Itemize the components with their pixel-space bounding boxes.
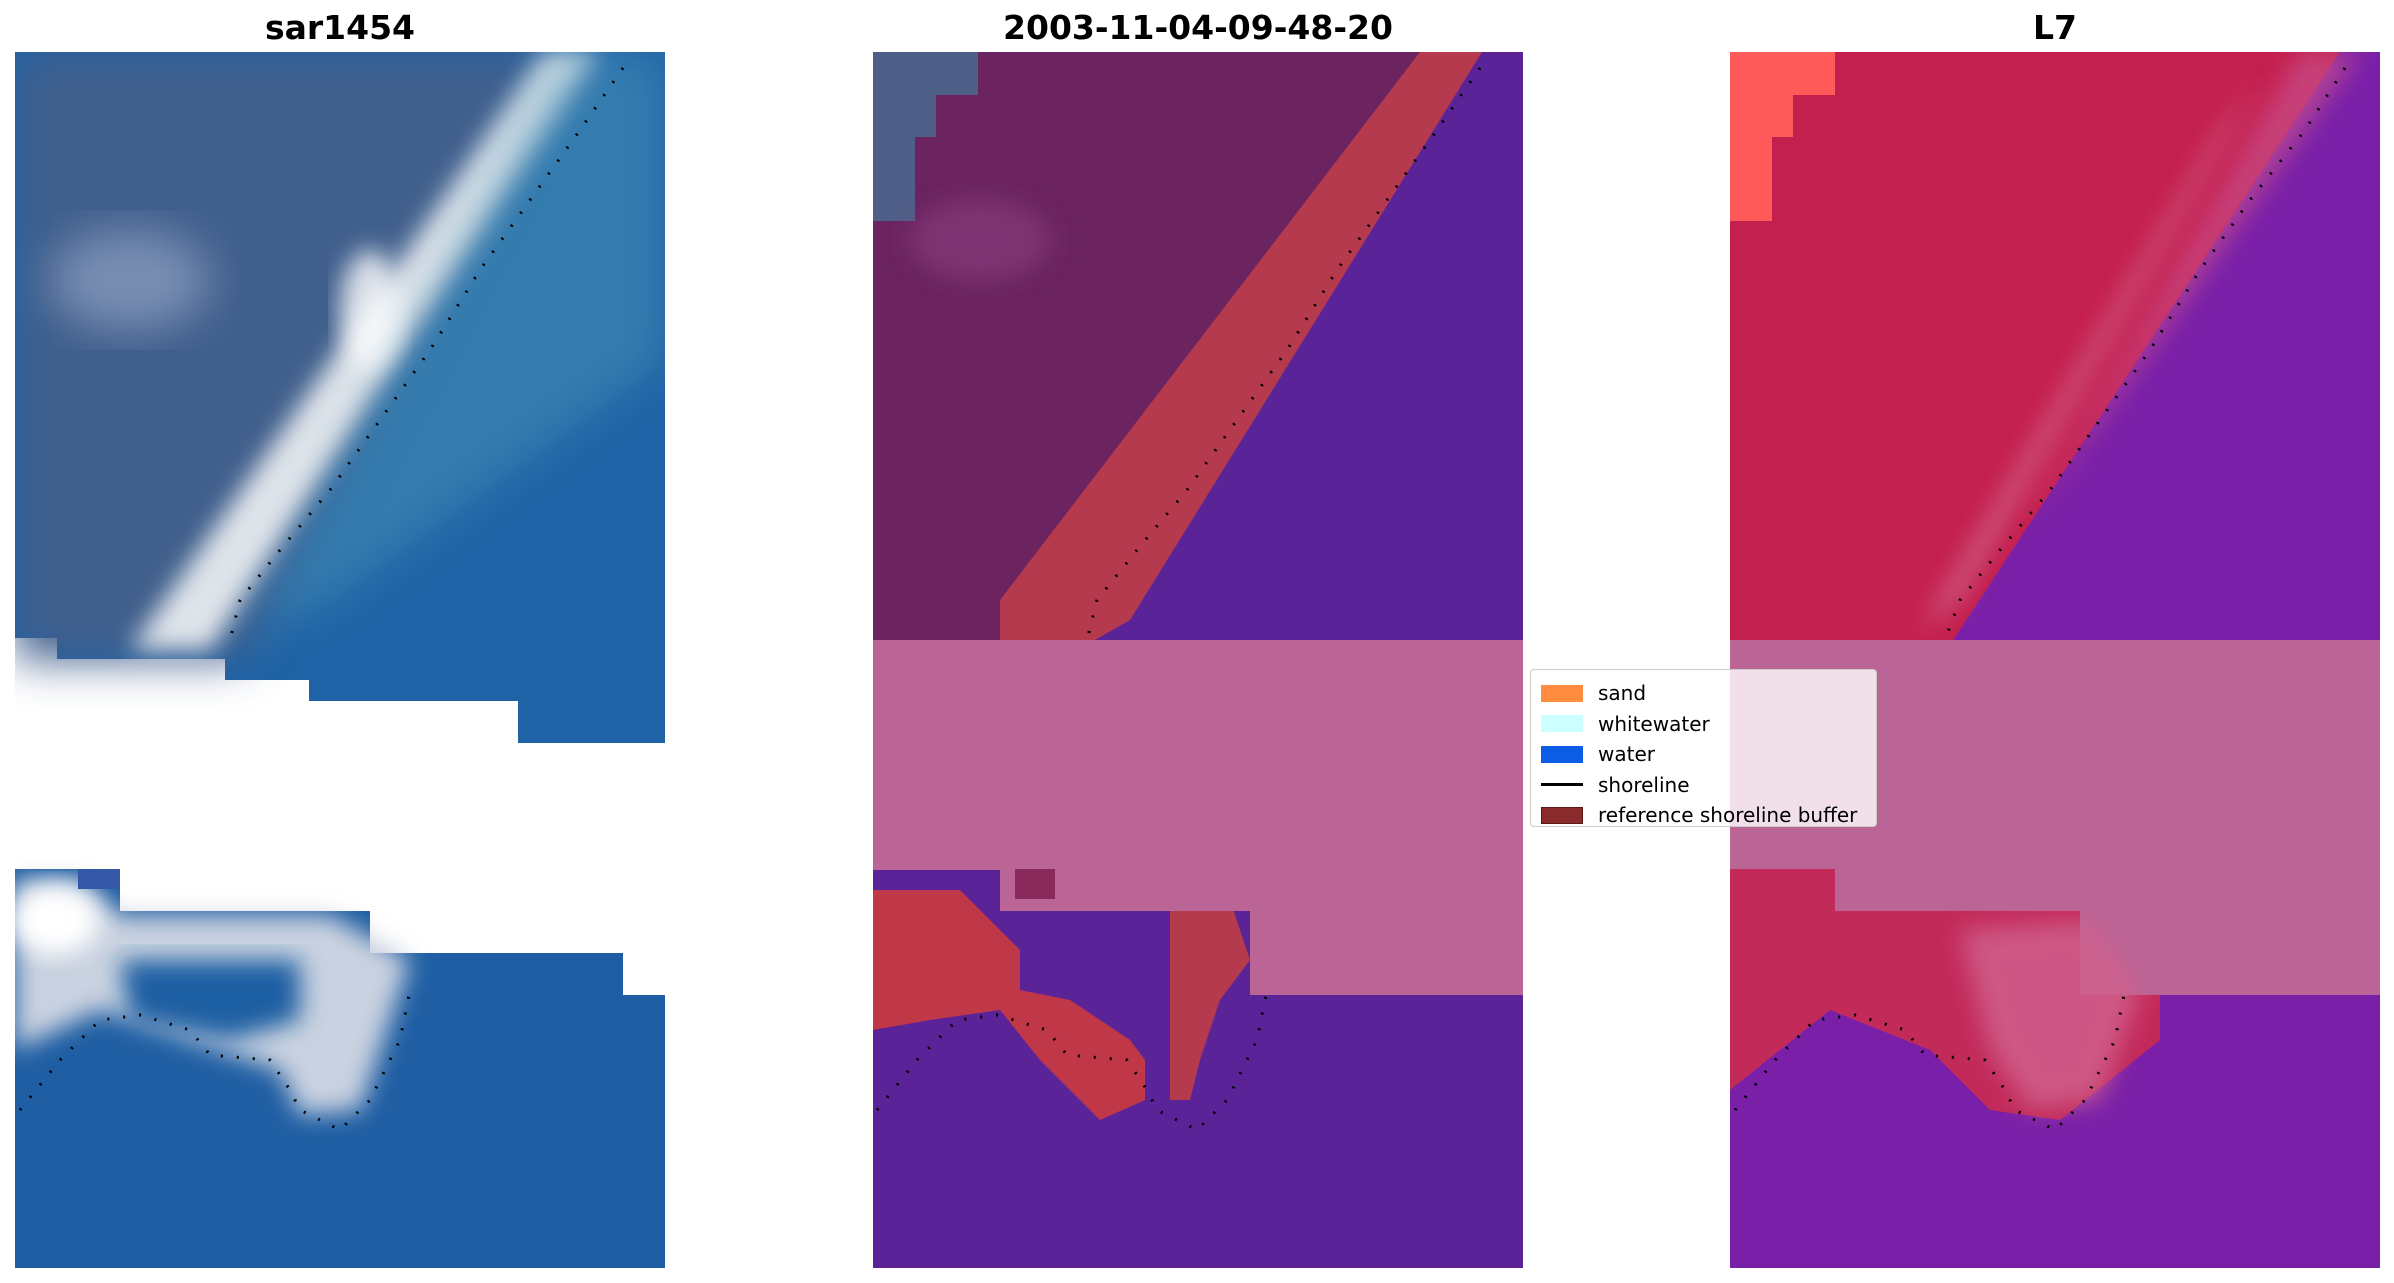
legend-item-water: water [1541,739,1866,770]
shoreline-class-bottom [875,989,1269,1132]
legend-label-whitewater: whitewater [1598,711,1710,736]
legend-label-shoreline: shoreline [1598,772,1690,797]
legend-item-sand: sand [1541,678,1866,709]
shoreline-rgb-top [228,67,625,641]
legend-label-reference-buffer: reference shoreline buffer [1598,803,1858,828]
legend-label-sand: sand [1598,681,1647,706]
shoreline-rgb-bottom [18,989,412,1132]
legend-item-shoreline: shoreline [1541,770,1866,801]
legend-item-whitewater: whitewater [1541,709,1866,740]
rgb-image [15,52,665,1268]
legend-item-reference-buffer: reference shoreline buffer [1541,800,1866,831]
shoreline-dots [18,67,2347,1132]
classification-image [873,52,1523,1268]
legend-swatch-water [1541,745,1583,763]
panel-title-rgb: sar1454 [264,8,416,47]
legend: sand whitewater water shoreline referenc… [1530,669,1877,827]
panel-title-classification: 2003-11-04-09-48-20 [1003,8,1393,47]
panel-title-index: L7 [2033,8,2077,47]
shoreline-class-top [1085,67,1482,641]
rgb-top-region [15,52,665,743]
legend-label-water: water [1598,742,1655,767]
shoreline-index-bottom [1733,989,2127,1132]
legend-swatch-reference-buffer [1541,806,1583,824]
rgb-bottom-region [15,869,665,1268]
legend-swatch-sand [1541,684,1583,702]
legend-swatch-whitewater [1541,715,1583,733]
shoreline-index-top [1943,67,2347,641]
legend-line-shoreline [1541,783,1583,787]
index-image [1730,52,2380,1268]
